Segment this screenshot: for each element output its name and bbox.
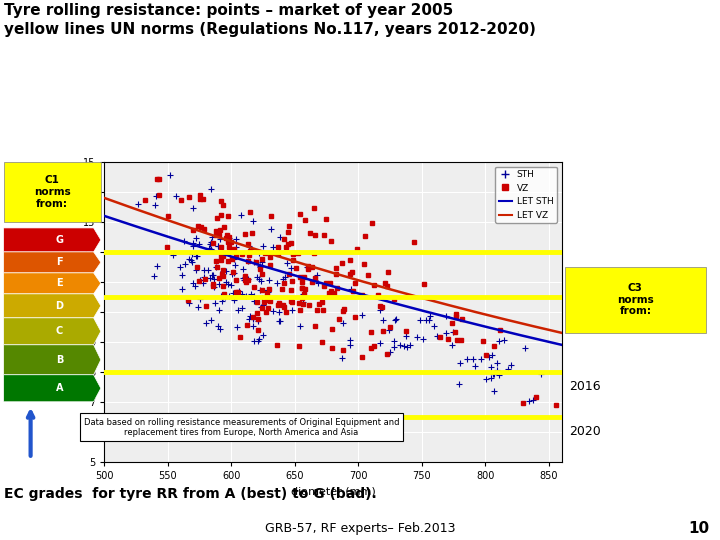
Text: F: F: [56, 258, 63, 267]
Text: 2020: 2020: [569, 426, 600, 438]
Text: 2016: 2016: [569, 380, 600, 394]
Text: C3
norms
from:: C3 norms from:: [617, 284, 654, 316]
Text: Tyre rolling resistance: points – market of year 2005
yellow lines UN norms (Reg: Tyre rolling resistance: points – market…: [4, 3, 536, 37]
Text: Data based on rolling resistance measurements of Original Equipment and
replacem: Data based on rolling resistance measure…: [84, 417, 400, 437]
X-axis label: diameter (mm): diameter (mm): [291, 487, 375, 496]
Text: G: G: [55, 235, 63, 245]
Text: 10: 10: [688, 521, 709, 536]
Text: EC grades  for tyre RR from A (best) to G (bad).: EC grades for tyre RR from A (best) to G…: [4, 487, 377, 501]
Text: GRB-57, RF experts– Feb.2013: GRB-57, RF experts– Feb.2013: [265, 522, 455, 535]
Text: C: C: [55, 326, 63, 336]
Text: A: A: [55, 383, 63, 393]
Text: E: E: [56, 279, 63, 288]
Text: B: B: [55, 355, 63, 365]
Legend: STH, VZ, LET STH, LET VZ: STH, VZ, LET STH, LET VZ: [495, 166, 557, 223]
Text: D: D: [55, 301, 63, 311]
Text: C1
norms
from:: C1 norms from:: [34, 176, 71, 208]
